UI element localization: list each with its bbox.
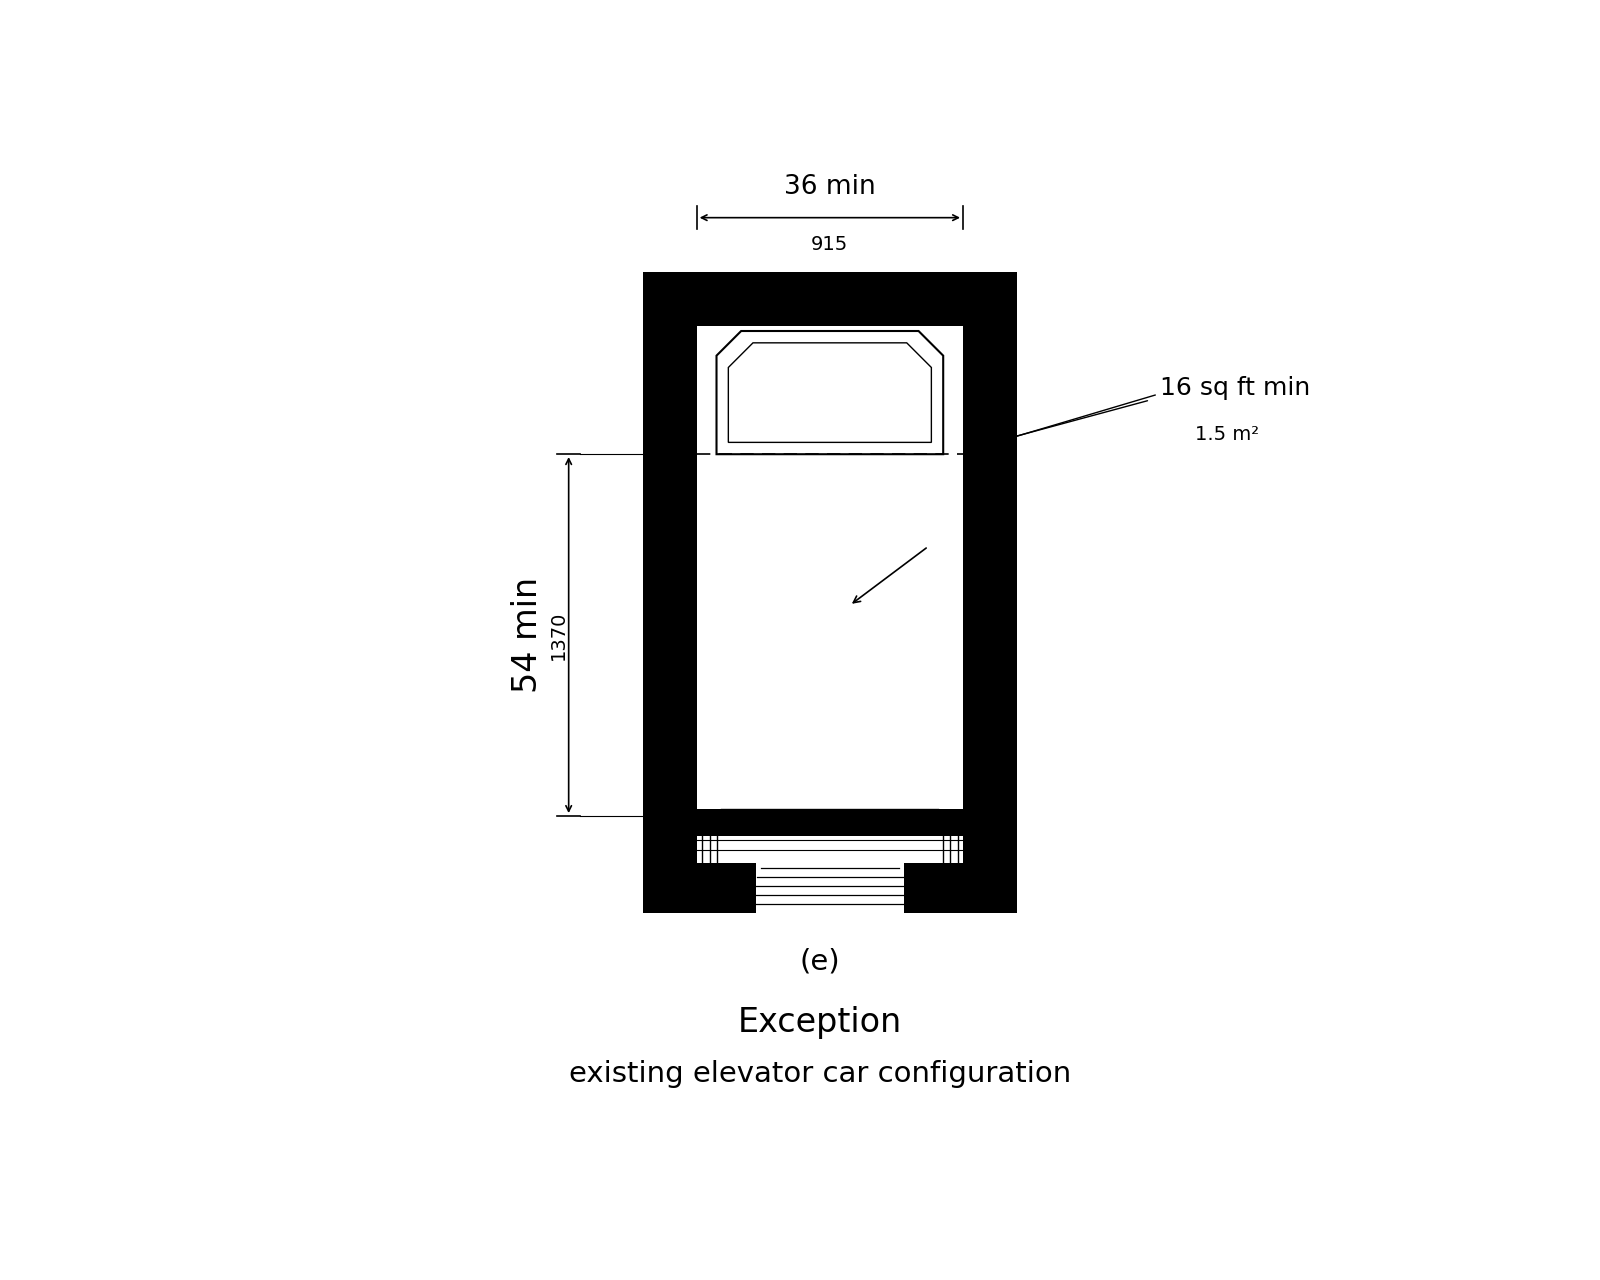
Bar (698, 836, 963, 913)
Text: (e): (e) (800, 947, 840, 975)
Text: 915: 915 (811, 236, 848, 255)
Text: 36 min: 36 min (784, 174, 875, 200)
Bar (904, 863, 1018, 913)
Text: existing elevator car configuration: existing elevator car configuration (570, 1060, 1070, 1088)
Bar (643, 863, 755, 913)
Polygon shape (717, 332, 942, 454)
Text: 1.5 m²: 1.5 m² (1195, 425, 1259, 444)
Bar (643, 271, 1018, 863)
Polygon shape (728, 343, 931, 443)
Text: 16 sq ft min: 16 sq ft min (1160, 376, 1310, 399)
Text: Exception: Exception (738, 1006, 902, 1039)
Bar (698, 326, 963, 809)
Text: 1370: 1370 (549, 611, 568, 659)
Text: 54 min: 54 min (510, 577, 544, 694)
